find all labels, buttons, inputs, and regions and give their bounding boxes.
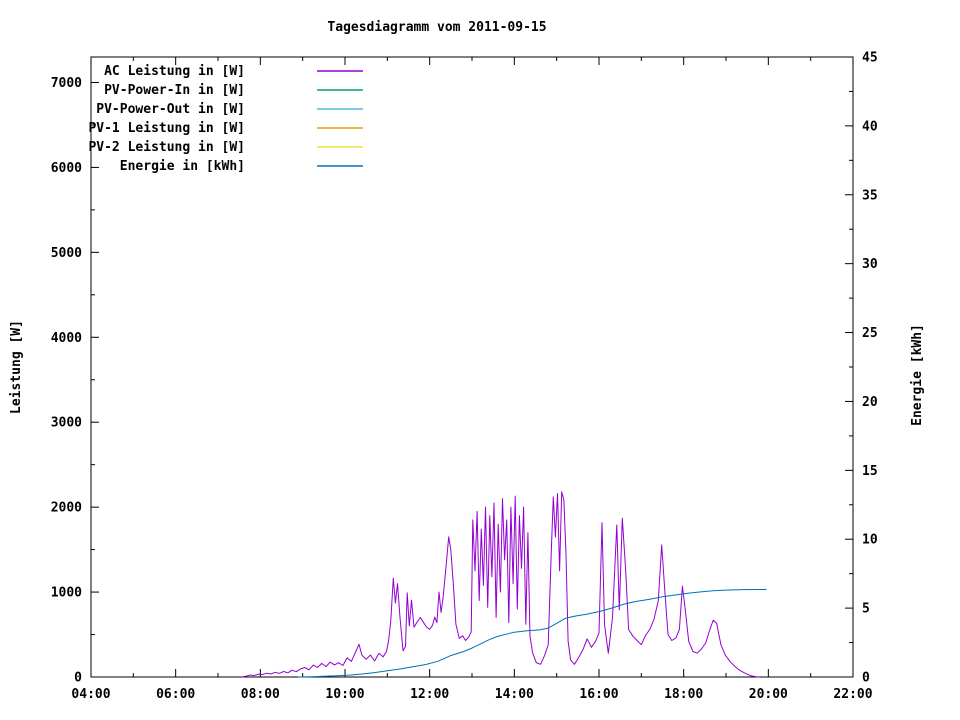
legend-item-pv-power-in-in-w: PV-Power-In in [W] [104,83,363,98]
x-tick-label: 04:00 [71,687,110,702]
x-tick-label: 10:00 [325,687,364,702]
x-tick-label: 22:00 [833,687,872,702]
legend-label: PV-Power-In in [W] [104,83,245,98]
legend: AC Leistung in [W] PV-Power-In in [W] PV-P… [88,64,363,174]
axis-ticks-x: 04:00 06:00 08:00 10:00 12:00 14:00 16:00 18:00… [71,57,873,702]
x-tick-label: 18:00 [664,687,703,702]
legend-item-energie-in-kwh: Energie in [kWh] [120,159,363,174]
y-right-tick-label: 40 [862,119,878,134]
legend-item-pv-power-out-in-w: PV-Power-Out in [W] [96,102,363,117]
y-left-tick-label: 2000 [51,501,82,516]
legend-label: AC Leistung in [W] [104,64,245,79]
axis-ticks-y-left: 0 1000 2000 3000 4000 5000 6000 7000 [51,76,99,686]
chart-title: Tagesdiagramm vom 2011-09-15 [327,20,547,35]
series-line-energie-in-kwh [297,589,767,678]
series-lines [241,491,767,678]
x-tick-label: 20:00 [749,687,788,702]
series-line-ac-leistung-in-w [241,491,760,678]
y-right-tick-label: 35 [862,188,878,203]
x-tick-label: 08:00 [241,687,280,702]
y-right-tick-label: 10 [862,533,878,548]
y-left-tick-label: 5000 [51,246,82,261]
y-left-tick-label: 6000 [51,161,82,176]
legend-label: PV-1 Leistung in [W] [88,121,245,136]
legend-label: Energie in [kWh] [120,159,245,174]
legend-item-pv-1-leistung-in-w: PV-1 Leistung in [W] [88,121,363,136]
y-left-tick-label: 3000 [51,416,82,431]
y-right-tick-label: 30 [862,257,878,272]
y-left-tick-label: 1000 [51,586,82,601]
y-left-tick-label: 4000 [51,331,82,346]
y-right-tick-label: 20 [862,395,878,410]
y-right-tick-label: 25 [862,326,878,341]
legend-item-ac-leistung-in-w: AC Leistung in [W] [104,64,363,79]
axis-ticks-y-right: 0 5 10 15 20 25 30 35 40 45 [845,51,878,686]
x-tick-label: 06:00 [156,687,195,702]
y-left-tick-label: 0 [74,671,82,686]
legend-item-pv-2-leistung-in-w: PV-2 Leistung in [W] [88,140,363,155]
x-tick-label: 14:00 [495,687,534,702]
legend-label: PV-Power-Out in [W] [96,102,245,117]
y-right-tick-label: 5 [862,602,870,617]
y-right-tick-label: 45 [862,51,878,66]
y-right-tick-label: 15 [862,464,878,479]
x-tick-label: 12:00 [410,687,449,702]
y-left-tick-label: 7000 [51,76,82,91]
y-right-tick-label: 0 [862,671,870,686]
legend-label: PV-2 Leistung in [W] [88,140,245,155]
x-tick-label: 16:00 [579,687,618,702]
